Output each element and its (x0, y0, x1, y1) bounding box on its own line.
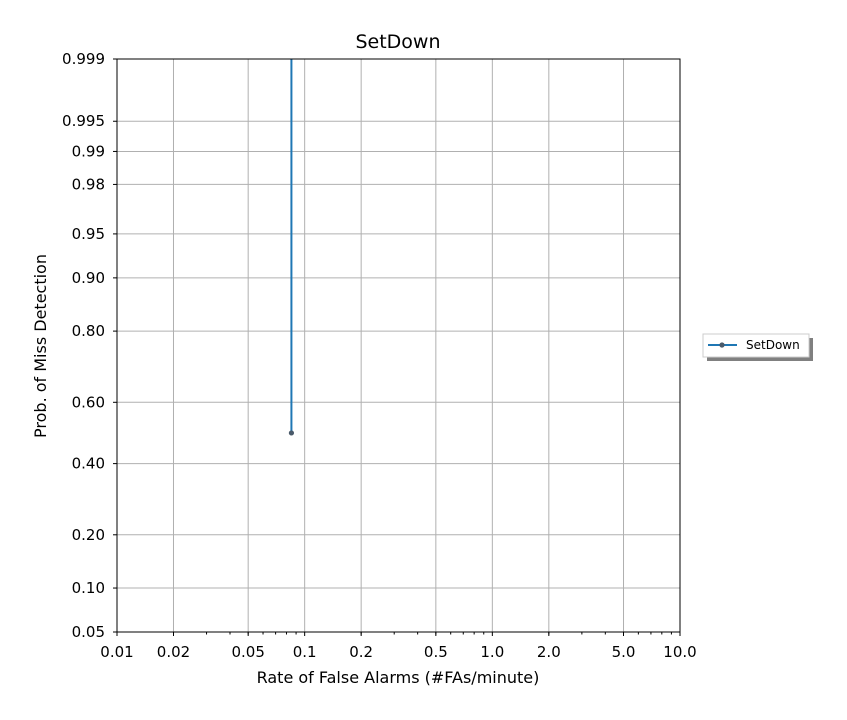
y-tick-label: 0.40 (72, 455, 105, 473)
x-tick-label: 0.02 (157, 643, 190, 661)
plot-frame (116, 58, 681, 633)
x-tick-label: 0.1 (293, 643, 317, 661)
legend: SetDown (702, 333, 813, 361)
y-tick-label: 0.98 (72, 175, 105, 193)
ticks-layer: 0.01 0.02 0.05 0.1 0.2 0.5 1.0 2.0 5.0 10.0 0.05 0.… (62, 50, 697, 661)
x-axis-label: Rate of False Alarms (#FAs/minute) (257, 668, 540, 687)
y-tick-label: 0.20 (72, 526, 105, 544)
x-tick-label: 2.0 (537, 643, 561, 661)
series-point (288, 430, 295, 436)
x-tick-label: 0.05 (231, 643, 264, 661)
y-tick-label: 0.90 (72, 269, 105, 287)
y-tick-label: 0.60 (72, 393, 105, 411)
y-tick-label: 0.999 (62, 50, 105, 68)
x-tick-label: 0.5 (424, 643, 448, 661)
x-tick-label: 0.2 (349, 643, 373, 661)
y-tick-label: 0.80 (72, 322, 105, 340)
y-tick-label: 0.995 (62, 112, 105, 130)
x-tick-label: 1.0 (480, 643, 504, 661)
grid-layer (116, 58, 681, 633)
legend-box (702, 333, 810, 358)
chart-title: SetDown (355, 31, 440, 53)
y-tick-label: 0.95 (72, 225, 105, 243)
y-tick-label: 0.05 (72, 623, 105, 641)
y-axis-label: Prob. of Miss Detection (31, 254, 50, 438)
legend-label: SetDown (746, 338, 800, 352)
x-tick-label: 5.0 (612, 643, 636, 661)
y-tick-label: 0.10 (72, 579, 105, 597)
series-layer (288, 59, 295, 436)
x-tick-label: 10.0 (663, 643, 696, 661)
x-tick-label: 0.01 (100, 643, 133, 661)
y-tick-label: 0.99 (72, 142, 105, 160)
legend-marker-swatch (719, 342, 725, 348)
